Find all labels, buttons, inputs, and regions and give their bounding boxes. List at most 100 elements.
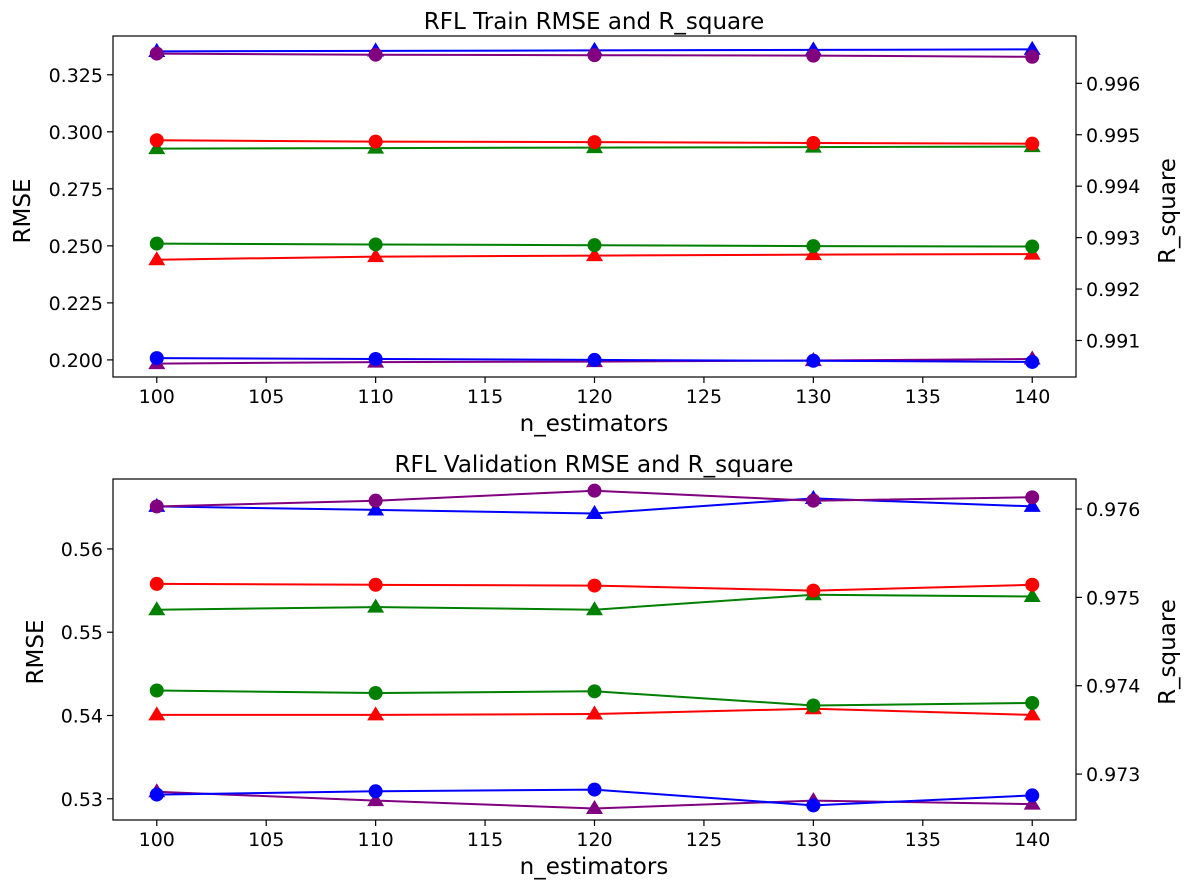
x-tick-label: 110 [358,386,394,408]
series-left-circle [149,576,1040,598]
circle-marker [587,238,602,253]
circle-marker [149,133,164,148]
circle-marker [149,46,164,61]
x-tick-label: 115 [467,829,503,851]
plot-frame [112,478,1077,821]
y-tick-label: 0.54 [61,705,103,727]
circle-marker [368,47,383,62]
triangle-marker [148,706,166,721]
circle-marker [806,239,821,254]
circle-marker [1025,788,1040,803]
axis-ticks: 100 105 110 115 120 125 130 135 140 0.53 0.54 0.55 0… [61,499,1141,851]
circle-marker [1025,577,1040,592]
circle-marker [1025,136,1040,151]
series-left-circle [149,133,1040,151]
x-tick-label: 105 [248,829,284,851]
triangle-marker [586,705,603,720]
circle-marker [587,483,602,498]
data-series [148,483,1041,815]
circle-marker [587,352,602,367]
series-right-triangle [148,700,1041,721]
y-tick-label: 0.53 [61,789,103,811]
series-left-circle [149,351,1040,369]
circle-marker [149,499,164,514]
series-left-circle [149,483,1040,514]
y-tick-label: 0.250 [49,236,103,258]
x-tick-label: 125 [686,829,722,851]
y2-tick-label: 0.993 [1086,228,1140,250]
series-left-circle [149,782,1040,813]
triangle-marker [148,601,166,616]
circle-marker [1025,49,1040,64]
circle-marker [587,684,602,699]
x-tick-label: 110 [358,829,394,851]
y2-tick-label: 0.994 [1086,176,1140,198]
circle-marker [806,798,821,813]
triangle-marker [1023,587,1041,603]
y2-tick-label: 0.992 [1086,279,1140,301]
y2-tick-label: 0.973 [1086,764,1140,786]
chart-title: RFL Validation RMSE and R_square [395,452,794,478]
circle-marker [1025,696,1040,711]
x-tick-label: 130 [795,829,831,851]
circle-marker [587,578,602,593]
x-tick-label: 130 [795,386,831,408]
triangle-marker [804,246,822,261]
triangle-marker [1023,497,1041,512]
series-left-circle [149,683,1040,713]
x-tick-label: 100 [139,386,175,408]
triangle-marker [586,800,603,815]
triangle-marker [367,598,385,613]
x-axis-label: n_estimators [520,854,669,880]
circle-marker [149,236,164,251]
circle-marker [806,698,821,713]
circle-marker [368,686,383,701]
y2-axis-label: R_square [1155,599,1181,705]
triangle-marker [1023,795,1041,810]
y-tick-label: 0.56 [61,539,103,561]
y2-tick-label: 0.975 [1086,587,1140,609]
circle-marker [368,493,383,508]
triangle-marker [586,247,603,262]
y2-tick-label: 0.976 [1086,499,1140,521]
x-tick-label: 140 [1014,829,1050,851]
x-tick-label: 135 [905,829,941,851]
circle-marker [368,237,383,252]
circle-marker [806,48,821,63]
circle-marker [149,787,164,802]
circle-marker [1025,490,1040,505]
circle-marker [368,134,383,149]
circle-marker [1025,239,1040,254]
y2-tick-label: 0.991 [1086,330,1140,352]
x-tick-label: 115 [467,386,503,408]
x-tick-label: 120 [576,829,612,851]
triangle-marker [1023,706,1041,721]
x-tick-label: 120 [576,386,612,408]
triangle-marker [367,248,385,263]
circle-marker [806,493,821,508]
y2-tick-label: 0.996 [1086,73,1140,95]
circle-marker [368,351,383,366]
data-series [148,40,1041,370]
y2-tick-label: 0.974 [1086,676,1140,698]
circle-marker [149,351,164,366]
x-axis-label: n_estimators [520,411,669,437]
series-right-triangle [148,586,1041,616]
circle-marker [149,683,164,698]
circle-marker [587,48,602,63]
chart-title: RFL Train RMSE and R_square [424,9,765,35]
triangle-marker [367,501,385,516]
y2-tick-label: 0.995 [1086,125,1140,147]
y-axis-label: RMSE [10,179,36,244]
series-left-circle [149,46,1040,64]
triangle-marker [586,601,603,616]
y-tick-label: 0.225 [49,293,103,315]
circle-marker [149,576,164,591]
axis-ticks: 100 105 110 115 120 125 130 135 140 0.200 0.225 0.2… [49,65,1141,408]
y-tick-label: 0.275 [49,179,103,201]
triangle-marker [367,792,385,807]
x-tick-label: 140 [1014,386,1050,408]
plot-frame [112,35,1077,378]
